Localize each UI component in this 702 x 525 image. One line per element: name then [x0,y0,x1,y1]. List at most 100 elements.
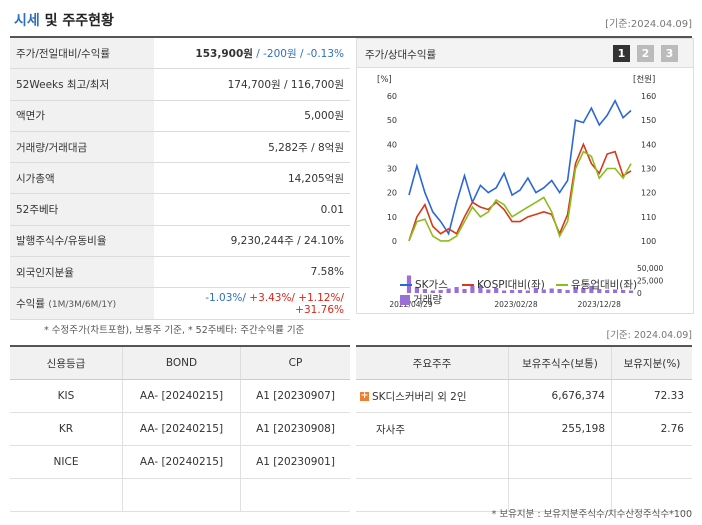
table-row: 시가총액 14,205억원 [10,162,350,195]
y-tick-label: 50 [387,116,397,125]
section-title: 시세 및 주주현황 [14,13,114,29]
y2-tick-label: 120 [641,189,656,198]
credit-rating-table: 신용등급 BOND CP KIS AA- [20240215] A1 [202309… [10,347,350,512]
legend-label: 거래량 [413,294,442,306]
right-axis-label: [천원] [633,74,655,85]
table-row: 수익률 (1M/3M/6M/1Y) -1.03%/ +3.43%/ +1.12%… [10,287,350,320]
table-row: + SK디스커버리 외 2인 6,676,374 72.33 [356,379,692,413]
table-row: KIS AA- [20240215] A1 [20230907] [10,379,350,413]
table-row: 외국인지분율 7.58% [10,256,350,289]
footnote-holdings: * 보유지분 : 보유지분주식수/지수산정주식수*100 [491,509,692,520]
expand-icon[interactable]: + [360,391,369,401]
volume-bar [430,290,435,293]
volume-bar [605,290,610,293]
y-tick-label: 0 [392,237,397,246]
chart-title: 주가/상대수익률 [365,49,437,61]
series-line-3 [408,150,632,242]
volume-bar [462,289,467,293]
table-row: 52Weeks 최고/최저 174,700원 / 116,700원 [10,68,350,101]
legend-item: 거래량 [400,292,442,307]
volume-bar [446,288,451,293]
table-row: 자사주 255,198 2.76 [356,412,692,446]
volume-bar [573,287,578,293]
table-row [356,445,692,479]
chart-tab-3[interactable]: 3 [661,45,678,62]
y2-tick-label: 150 [641,116,656,125]
volume-bar [549,288,554,293]
volume-bar [557,289,562,293]
volume-bar [565,290,570,293]
volume-bar [517,290,523,293]
table-row: KR AA- [20240215] A1 [20230908] [10,412,350,446]
quote-table: 주가/전일대비/수익률 153,900원 / -200원 / -0.13% 52… [10,38,350,320]
y2-tick-label: 100 [641,237,656,246]
volume-bar [454,287,459,293]
price-value: 153,900원 / -200원 / -0.13% [154,38,350,70]
returns-label: 수익률 (1M/3M/6M/1Y) [10,287,154,320]
volume-bar [541,289,546,293]
row-label: 주가/전일대비/수익률 [10,38,154,70]
volume-bar [597,289,602,293]
volume-bar [613,289,618,293]
table-row: 주가/전일대비/수익률 153,900원 / -200원 / -0.13% [10,38,350,70]
x-tick-label: 2023/12/28 [578,300,621,309]
table-row [10,478,350,512]
chart-header: 주가/상대수익률 1 2 3 [357,39,693,68]
table-row: NICE AA- [20240215] A1 [20230901] [10,445,350,479]
y-tick-label: 40 [387,140,397,149]
legend-label: SK가스 [415,279,448,291]
legend-item: 유통업대비(좌) [556,277,637,292]
volume-bar [525,290,530,293]
footnote: * 수정주가(차트포함), 보통주 기준, * 52주베타: 주간수익률 기준 [44,325,305,336]
table-divider [356,345,692,347]
volume-bar [470,286,475,293]
legend-swatch [462,284,474,286]
volume-bar [486,289,491,293]
x-tick-label: 2022/04/29 [389,300,432,309]
volume-bar [510,290,515,293]
shareholder-table: 주요주주 보유주식수(보통) 보유지분(%) + SK디스커버리 외 2인 6,6… [356,347,692,512]
price-chart: [%] [천원]605040302010016015014013012011010… [377,74,663,309]
series-line-1 [408,99,632,236]
volume-bar [414,287,419,293]
legend-label: 유통업대비(좌) [571,279,638,291]
legend-label: KOSPI대비(좌) [477,279,545,291]
header-divider [10,36,692,38]
y-tick-label: 10 [387,213,397,222]
chart-tab-1[interactable]: 1 [613,45,630,62]
table-row: 52주베타 0.01 [10,193,350,226]
volume-bar [581,288,586,293]
chart-panel: 주가/상대수익률 1 2 3 [%] [천원] 60 50 40 30 20 10 0 160 15… [356,38,694,314]
volume-bar [628,290,634,293]
series-line-2 [408,142,632,242]
volume-tick-label: 50,000 [637,264,663,273]
price-change-pct: -0.13% [306,47,344,60]
y2-tick-label: 140 [641,140,656,149]
chart-tab-2[interactable]: 2 [637,45,654,62]
y2-tick-label: 130 [641,164,656,173]
table-header: 신용등급 BOND CP [10,347,350,380]
price-change: -200원 [263,47,297,60]
volume-bar [438,290,443,293]
y2-tick-label: 110 [641,213,656,222]
table-row: 액면가 5,000원 [10,100,350,132]
y-tick-label: 60 [387,92,397,101]
volume-tick-label: 0 [637,289,642,298]
x-tick-label: 2023/02/28 [494,300,537,309]
left-axis-label: [%] [377,75,392,85]
volume-tick-label: 25,000 [637,277,663,286]
y2-tick-label: 160 [641,92,656,101]
volume-bar [533,288,538,293]
volume-bar [478,285,483,293]
volume-bar [502,290,507,293]
y-tick-label: 20 [387,189,397,198]
legend-swatch [400,295,410,305]
legend-item: SK가스 [400,277,448,292]
volume-bar [494,288,499,293]
volume-bar [621,290,626,293]
legend-swatch [400,284,412,286]
legend-swatch [556,284,568,286]
reference-date-2: [기준: 2024.04.09] [606,330,692,341]
volume-bar [422,289,427,293]
volume-bar [589,286,594,293]
